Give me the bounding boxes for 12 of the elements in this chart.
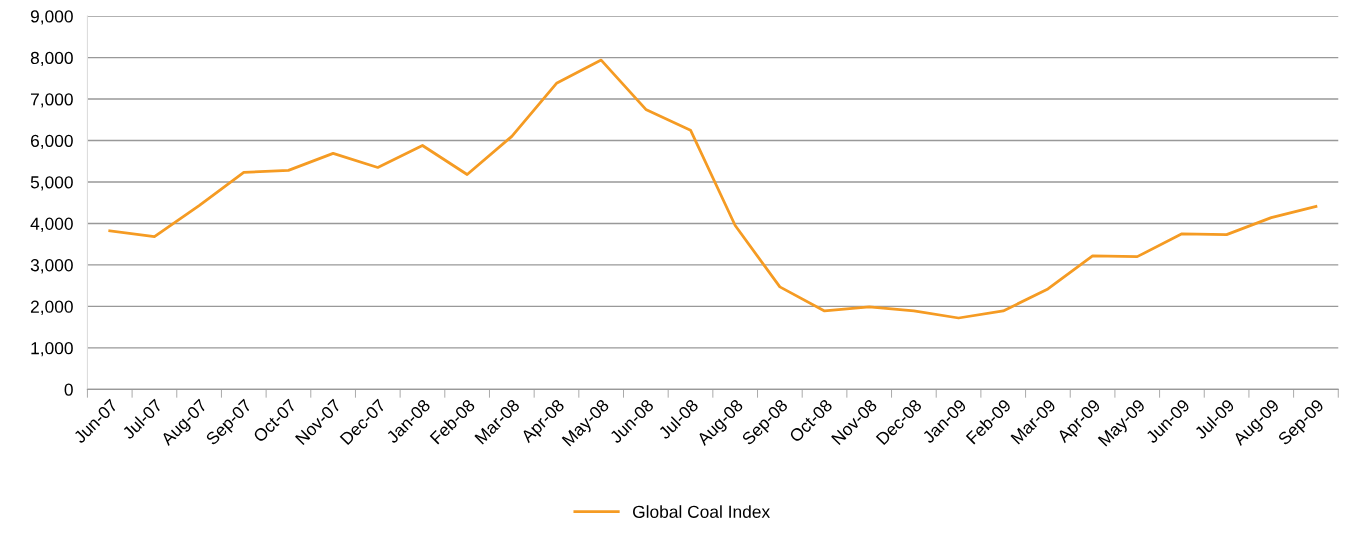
line-series [108, 58, 1318, 320]
y-tick-label: 5,000 [30, 176, 73, 191]
y-tick-label: 1,000 [31, 342, 73, 357]
y-tick-label: 7,000 [30, 93, 73, 108]
legend-label: Global Coal Index [633, 505, 770, 518]
y-tick-label: 3,000 [30, 259, 73, 274]
y-tick-label: 2,000 [30, 300, 73, 315]
y-tick-label: 0 [64, 383, 73, 396]
y-tick-label: 8,000 [30, 51, 73, 67]
y-tick-label: 6,000 [30, 134, 73, 150]
y-tick-label: 4,000 [30, 217, 73, 232]
y-tick-label: 9,000 [30, 10, 73, 25]
